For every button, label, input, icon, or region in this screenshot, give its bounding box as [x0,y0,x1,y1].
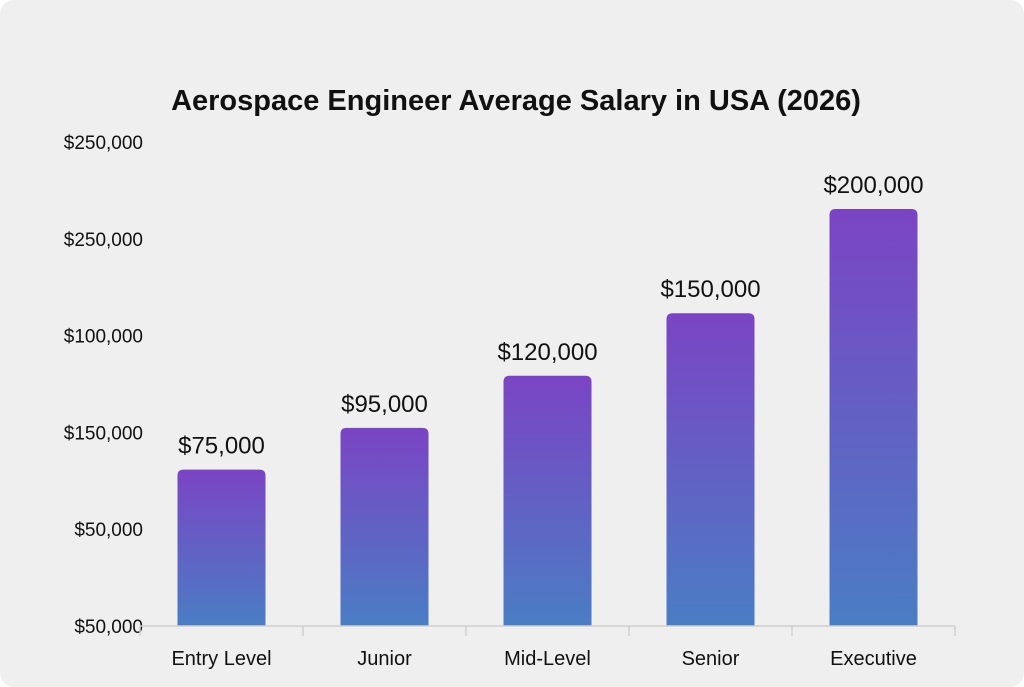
data-label: $120,000 [497,339,597,366]
y-tick-label: $50,000 [74,617,143,638]
bar-entry-level [177,469,266,626]
data-label: $75,000 [178,433,265,460]
x-tick-label: Mid-Level [504,648,591,670]
y-tick-label: $50,000 [74,520,143,541]
y-tick-label: $150,000 [64,423,143,444]
chart-title: Aerospace Engineer Average Salary in USA… [171,85,861,117]
y-tick-label: $250,000 [64,133,143,154]
x-tick-label: Junior [357,648,412,670]
y-tick-label: $250,000 [64,230,143,251]
bar-mid-level [503,375,592,626]
bar-executive [829,208,918,626]
y-tick-label: $100,000 [64,327,143,348]
x-tick-label: Senior [682,648,740,670]
bar-junior [340,427,429,626]
data-label: $200,000 [823,172,923,199]
x-tick-label: Entry Level [171,648,271,670]
data-label: $95,000 [341,391,428,418]
data-label: $150,000 [660,276,760,303]
x-tick-label: Executive [830,648,917,670]
bar-senior [666,313,755,626]
